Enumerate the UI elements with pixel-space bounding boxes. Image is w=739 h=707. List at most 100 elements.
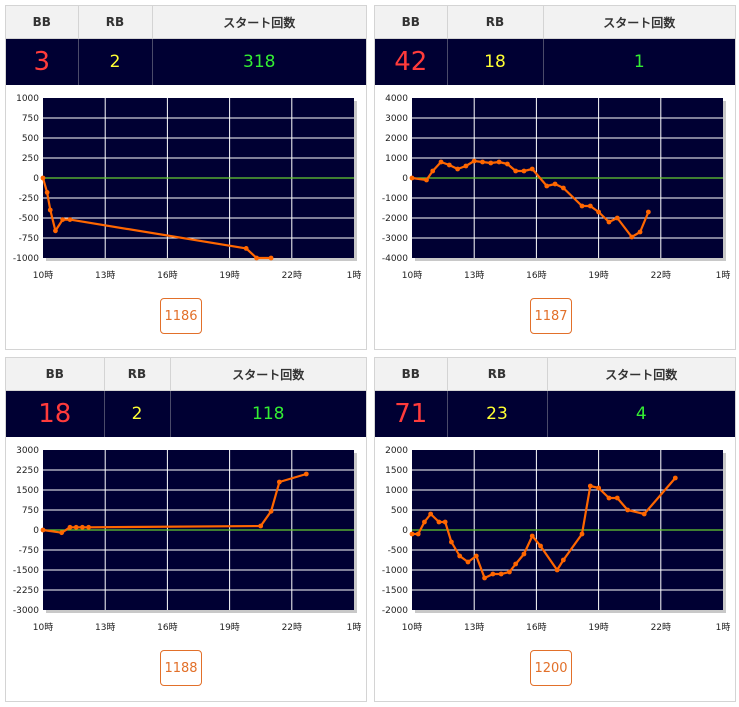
start-count-header: スタート回数 (543, 6, 735, 39)
data-point (415, 531, 421, 537)
bb-value: 42 (375, 38, 448, 85)
y-tick-label: -3000 (382, 234, 408, 244)
data-point (606, 495, 612, 501)
data-point (438, 159, 444, 165)
y-tick-label: -1000 (382, 194, 408, 204)
data-point (504, 161, 510, 167)
data-point (47, 207, 53, 213)
data-point (579, 203, 585, 209)
stats-panel-1186: BB RB スタート回数 3 2 318 1000 750 500 250 0 -250 -… (5, 5, 367, 350)
data-point (409, 531, 415, 537)
y-tick-label: 0 (33, 526, 39, 536)
data-point (614, 215, 620, 221)
y-tick-label: 2000 (385, 134, 408, 144)
slump-graph: 4000 3000 2000 1000 0 -1000 -2000 -3000 -4000 10時… (382, 94, 731, 281)
data-point (268, 508, 274, 514)
machine-number-button[interactable]: 1187 (530, 298, 572, 334)
data-point (552, 181, 558, 187)
data-point (465, 559, 471, 565)
x-tick-label: 1時 (347, 622, 362, 633)
x-tick-label: 22時 (651, 270, 671, 281)
start-count-header: スタート回数 (152, 6, 366, 39)
data-point (73, 524, 79, 530)
x-tick-label: 1時 (716, 270, 731, 281)
data-point (507, 569, 512, 575)
data-point (430, 168, 436, 174)
data-point (40, 175, 46, 181)
y-tick-label: -2000 (382, 214, 408, 224)
data-point (587, 483, 593, 489)
y-tick-label: -750 (19, 234, 40, 244)
data-point (40, 527, 46, 533)
data-point (409, 175, 415, 181)
stats-panel-1200: BB RB スタート回数 71 23 4 2000 1500 1000 500 0 -50… (374, 357, 736, 702)
data-point (480, 159, 485, 165)
y-tick-label: 0 (402, 526, 408, 536)
x-tick-label: 22時 (282, 270, 302, 281)
x-tick-label: 16時 (526, 270, 546, 281)
series-line (412, 477, 677, 580)
data-point (422, 519, 427, 525)
start-count-value: 4 (547, 390, 735, 437)
bb-header: BB (375, 358, 448, 391)
x-tick-label: 1時 (716, 622, 731, 633)
data-point (471, 158, 477, 164)
stats-table: BB RB スタート回数 71 23 4 (375, 358, 735, 437)
x-tick-label: 10時 (33, 622, 53, 633)
y-tick-label: 3000 (16, 446, 39, 456)
stats-table: BB RB スタート回数 42 18 1 (375, 6, 735, 85)
data-point (448, 539, 454, 545)
x-tick-label: 13時 (95, 270, 115, 281)
data-point (490, 571, 496, 577)
data-point (538, 543, 543, 549)
rb-header: RB (447, 358, 548, 391)
x-tick-label: 10時 (33, 270, 53, 281)
data-point (498, 571, 504, 577)
data-point (672, 475, 678, 481)
rb-header: RB (447, 6, 544, 39)
machine-number-button[interactable]: 1186 (160, 298, 202, 334)
data-point (436, 519, 442, 525)
data-point (442, 519, 448, 525)
x-tick-label: 19時 (219, 622, 239, 633)
data-point (629, 234, 635, 240)
data-point (513, 561, 519, 567)
y-tick-label: 1500 (16, 486, 39, 496)
bb-header: BB (6, 358, 105, 391)
y-tick-label: 2250 (16, 466, 39, 476)
data-point (521, 551, 527, 557)
y-tick-label: -750 (19, 546, 40, 556)
machine-number-button[interactable]: 1188 (160, 650, 202, 686)
data-point (67, 217, 73, 222)
machine-number-button[interactable]: 1200 (530, 650, 572, 686)
data-point (614, 495, 620, 501)
slump-graph: 3000 2250 1500 750 0 -750 -1500 -2250 -3000 10時 13… (13, 446, 362, 633)
y-tick-label: 1000 (385, 154, 408, 164)
data-point (254, 255, 259, 261)
y-tick-label: 250 (22, 154, 39, 164)
start-count-header: スタート回数 (547, 358, 735, 391)
data-point (473, 553, 479, 559)
data-point (268, 255, 274, 261)
x-tick-label: 13時 (464, 622, 484, 633)
data-point (554, 567, 560, 573)
slump-graph: 1000 750 500 250 0 -250 -500 -750 -1000 10時 13時 16時… (13, 94, 362, 281)
stats-table: BB RB スタート回数 3 2 318 (6, 6, 366, 85)
data-point (645, 209, 651, 215)
data-point (428, 511, 434, 517)
x-tick-label: 19時 (219, 270, 239, 281)
data-point (482, 575, 487, 581)
bb-value: 18 (6, 390, 105, 437)
data-point (544, 183, 550, 189)
x-tick-label: 16時 (157, 270, 177, 281)
x-tick-label: 1時 (347, 270, 362, 281)
data-point (529, 533, 535, 539)
y-tick-label: -1000 (382, 566, 408, 576)
stats-table: BB RB スタート回数 18 2 118 (6, 358, 366, 437)
bb-value: 3 (6, 38, 79, 85)
y-tick-label: 1000 (16, 94, 39, 104)
data-point (513, 168, 519, 174)
y-tick-label: 750 (22, 114, 39, 124)
y-tick-label: -3000 (13, 606, 39, 616)
data-point (455, 166, 461, 172)
